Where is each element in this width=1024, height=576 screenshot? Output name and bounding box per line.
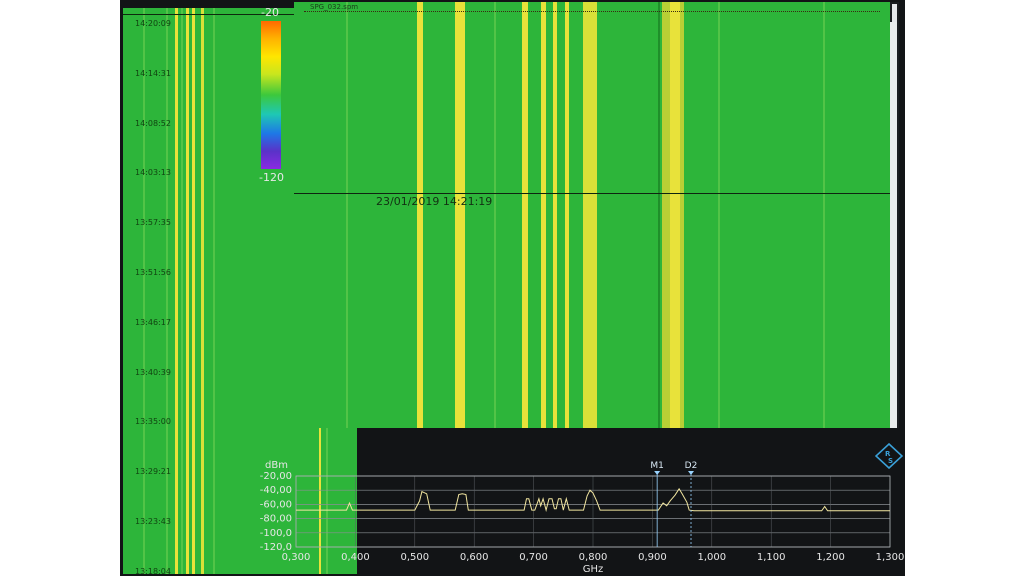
spectrogram-waterfall[interactable]: SPG_032.spm 23/01/2019 14:21:19 xyxy=(294,2,890,428)
waterfall-scrollbar-track xyxy=(890,22,897,428)
y-tick-label: -40,00 xyxy=(260,485,292,496)
x-tick-label: 0,500 xyxy=(400,552,429,563)
signal-trace-stripe xyxy=(143,8,145,574)
y-tick-label: -20,00 xyxy=(260,471,292,482)
signal-trace-stripe xyxy=(565,2,569,428)
colorscale-min-label: -120 xyxy=(259,171,284,184)
overview-time-label: 13:29:21 xyxy=(135,467,171,477)
x-tick-label: 0,600 xyxy=(460,552,489,563)
x-tick-label: 0,700 xyxy=(519,552,548,563)
signal-trace-stripe xyxy=(186,8,189,574)
x-tick-label: 0,300 xyxy=(282,552,311,563)
overview-time-label: 13:57:35 xyxy=(135,218,171,228)
rohde-schwarz-logo: R S xyxy=(874,442,904,473)
waterfall-cursor-timestamp: 23/01/2019 14:21:19 xyxy=(376,195,493,208)
signal-trace-stripe xyxy=(522,2,528,428)
y-tick-label: -120,0 xyxy=(260,542,292,553)
signal-trace-stripe xyxy=(213,8,215,574)
x-tick-label: 1,300 xyxy=(876,552,905,563)
signal-trace-stripe xyxy=(718,2,720,428)
y-tick-label: -80,00 xyxy=(260,514,292,525)
signal-trace-stripe xyxy=(658,2,660,428)
spectrum-trace-chart[interactable]: -20,00 -40,00 -60,00 -80,00 -100,0 -120,0 0,30… xyxy=(248,436,905,576)
x-tick-label: 0,800 xyxy=(579,552,608,563)
signal-trace-stripe xyxy=(417,2,423,428)
overview-time-label: 14:20:09 xyxy=(135,19,171,28)
color-scale-bar xyxy=(261,21,281,169)
signal-trace-stripe xyxy=(494,2,496,428)
signal-trace-stripe xyxy=(670,2,680,428)
overview-time-label: 13:40:39 xyxy=(135,367,171,377)
waterfall-top-boundary xyxy=(304,11,880,12)
svg-text:R: R xyxy=(885,450,891,458)
signal-trace-stripe xyxy=(192,8,195,574)
marker-triangle xyxy=(654,471,661,475)
signal-trace-stripe xyxy=(583,2,597,428)
x-axis-unit: GHz xyxy=(583,564,604,575)
signal-trace-stripe xyxy=(823,2,825,428)
svg-text:S: S xyxy=(888,457,893,465)
marker-triangle xyxy=(688,471,695,475)
spectrum-trace-line xyxy=(296,487,890,513)
signal-trace-stripe xyxy=(181,8,183,574)
signal-trace-stripe xyxy=(346,2,348,428)
overview-time-label: 14:03:13 xyxy=(135,168,171,178)
signal-trace-stripe xyxy=(553,2,557,428)
overview-time-label: 13:18:04 xyxy=(135,566,171,574)
overview-time-label: 13:35:00 xyxy=(135,417,171,427)
waterfall-scrollbar-thumb[interactable] xyxy=(892,4,897,22)
overview-time-label: 13:51:56 xyxy=(135,268,171,277)
spectrum-analyzer-window: 14:20:09 14:14:31 14:08:52 14:03:13 13:57:35… xyxy=(120,0,905,576)
waterfall-time-cursor[interactable] xyxy=(294,193,890,194)
x-tick-label: 0,900 xyxy=(638,552,667,563)
x-tick-label: 0,400 xyxy=(341,552,370,563)
signal-trace-stripe xyxy=(201,8,204,574)
x-tick-label: 1,200 xyxy=(816,552,845,563)
plot-frame xyxy=(295,475,891,548)
y-tick-label: -60,00 xyxy=(260,499,292,510)
signal-trace-stripe xyxy=(455,2,465,428)
spectrum-chart-svg: -20,00 -40,00 -60,00 -80,00 -100,0 -120,00,30… xyxy=(260,460,905,575)
y-tick-label: -100,0 xyxy=(260,528,292,539)
signal-trace-stripe xyxy=(541,2,546,428)
overview-time-label: 14:14:31 xyxy=(135,68,171,78)
marker-label: D2 xyxy=(685,461,698,471)
overview-time-label: 13:23:43 xyxy=(135,517,171,526)
y-axis-unit: dBm xyxy=(265,460,288,471)
waterfall-filename: SPG_032.spm xyxy=(310,3,359,11)
overview-time-cursor[interactable] xyxy=(123,14,357,15)
overview-time-label: 13:46:17 xyxy=(135,317,171,327)
overview-time-label: 14:08:52 xyxy=(135,118,171,128)
signal-trace-stripe xyxy=(175,8,178,574)
colorscale-max-label: -20 xyxy=(261,6,279,19)
x-tick-label: 1,000 xyxy=(697,552,726,563)
signal-trace-stripe xyxy=(166,8,168,574)
x-tick-label: 1,100 xyxy=(757,552,786,563)
marker-label: M1 xyxy=(650,461,664,471)
